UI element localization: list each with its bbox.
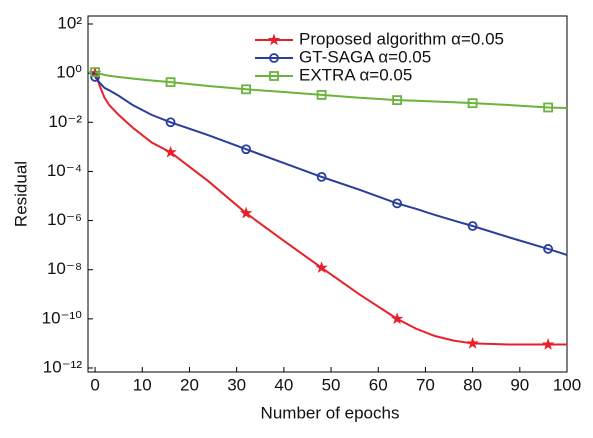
- marker: [316, 90, 327, 100]
- legend-label: Proposed algorithm α=0.05: [299, 29, 504, 48]
- y-tick-label: 10⁰: [56, 63, 82, 82]
- legend-label: GT-SAGA α=0.05: [299, 47, 431, 66]
- series-line: [94, 76, 568, 256]
- marker: [541, 338, 555, 350]
- y-tick-label: 10⁻¹⁰: [42, 308, 83, 327]
- x-tick-label: 0: [90, 375, 99, 394]
- x-tick-label: 80: [463, 375, 482, 394]
- y-tick-label: 10⁻⁸: [47, 259, 82, 278]
- marker: [165, 117, 176, 128]
- x-tick-label: 70: [416, 375, 435, 394]
- marker: [267, 33, 281, 46]
- marker: [269, 53, 279, 63]
- x-tick-label: 50: [322, 375, 341, 394]
- x-tick-label: 30: [227, 375, 246, 394]
- x-tick-label: 10: [133, 375, 152, 394]
- x-tick-label: 60: [369, 375, 388, 394]
- marker: [543, 102, 554, 113]
- series-line: [94, 72, 567, 346]
- marker: [315, 261, 328, 274]
- y-axis-label: Residual: [11, 161, 30, 227]
- marker: [239, 206, 253, 219]
- y-tick-label: 10⁻⁴: [47, 161, 82, 180]
- marker: [165, 77, 176, 88]
- marker: [241, 144, 251, 155]
- marker: [466, 336, 479, 349]
- marker: [392, 95, 403, 105]
- marker: [90, 67, 100, 78]
- plot-frame: [87, 15, 568, 373]
- marker: [467, 98, 478, 109]
- marker: [316, 171, 327, 182]
- x-tick-label: 40: [274, 375, 293, 394]
- x-tick-label: 100: [553, 375, 581, 394]
- marker: [390, 312, 404, 325]
- y-tick-label: 10⁻¹²: [43, 357, 83, 376]
- y-tick-label: 10²: [57, 13, 82, 32]
- legend-label: EXTRA α=0.05: [299, 65, 412, 84]
- x-axis-label: Number of epochs: [261, 403, 400, 422]
- series-line: [94, 71, 568, 110]
- y-tick-label: 10⁻⁶: [47, 210, 82, 229]
- marker: [164, 145, 177, 158]
- marker: [467, 221, 478, 231]
- marker: [269, 71, 279, 81]
- y-tick-label: 10⁻²: [48, 112, 82, 131]
- marker: [543, 244, 554, 254]
- x-tick-label: 90: [510, 375, 529, 394]
- marker: [392, 198, 403, 209]
- marker: [241, 84, 251, 95]
- x-tick-label: 20: [180, 375, 199, 394]
